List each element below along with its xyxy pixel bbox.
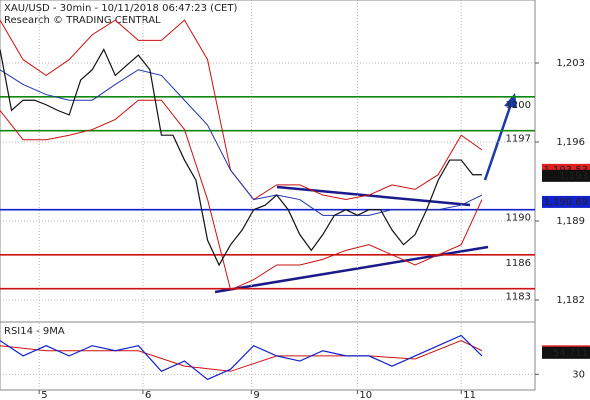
price-box-label: 54.711 bbox=[553, 348, 588, 359]
y-tick-label: 1,196 bbox=[556, 137, 585, 148]
price-box bbox=[542, 169, 590, 182]
x-tick-label: 5 bbox=[41, 390, 47, 400]
x-tick-label: 11 bbox=[463, 390, 476, 400]
level-label: 1190 bbox=[506, 213, 531, 224]
indicator-line bbox=[0, 19, 483, 201]
price-line bbox=[0, 48, 482, 267]
indicator-line bbox=[0, 69, 483, 216]
plot-frame bbox=[0, 0, 536, 391]
x-tick-label: 9 bbox=[253, 390, 259, 400]
rsi-ma-line bbox=[0, 340, 483, 372]
chart-subtitle: Research © TRADING CENTRAL bbox=[4, 15, 161, 26]
y-tick-label: 1,189 bbox=[556, 216, 585, 227]
price-line bbox=[0, 334, 483, 381]
y-tick-label: 1,182 bbox=[556, 295, 585, 306]
trend-line bbox=[214, 245, 489, 294]
rsi-title: RSI14 - 9MA bbox=[4, 326, 65, 337]
price-box-label: 1,190.69 bbox=[543, 197, 588, 208]
price-box bbox=[542, 346, 590, 359]
y-tick-label: 1,203 bbox=[556, 58, 585, 69]
price-box-label: 1,193 bbox=[559, 171, 588, 182]
chart-title: XAU/USD - 30min - 10/11/2018 06:47:23 (C… bbox=[4, 3, 237, 14]
price-box bbox=[542, 195, 590, 208]
trend-line bbox=[276, 185, 471, 207]
indicator-line bbox=[0, 99, 483, 291]
level-label: 1183 bbox=[506, 292, 531, 303]
level-label: 1186 bbox=[506, 258, 531, 269]
y-tick-label: 30 bbox=[572, 369, 585, 380]
x-tick-label: 10 bbox=[359, 390, 372, 400]
level-label: 1197 bbox=[506, 134, 531, 145]
x-tick-label: 6 bbox=[145, 390, 151, 400]
level-label: 1200 bbox=[506, 100, 531, 111]
